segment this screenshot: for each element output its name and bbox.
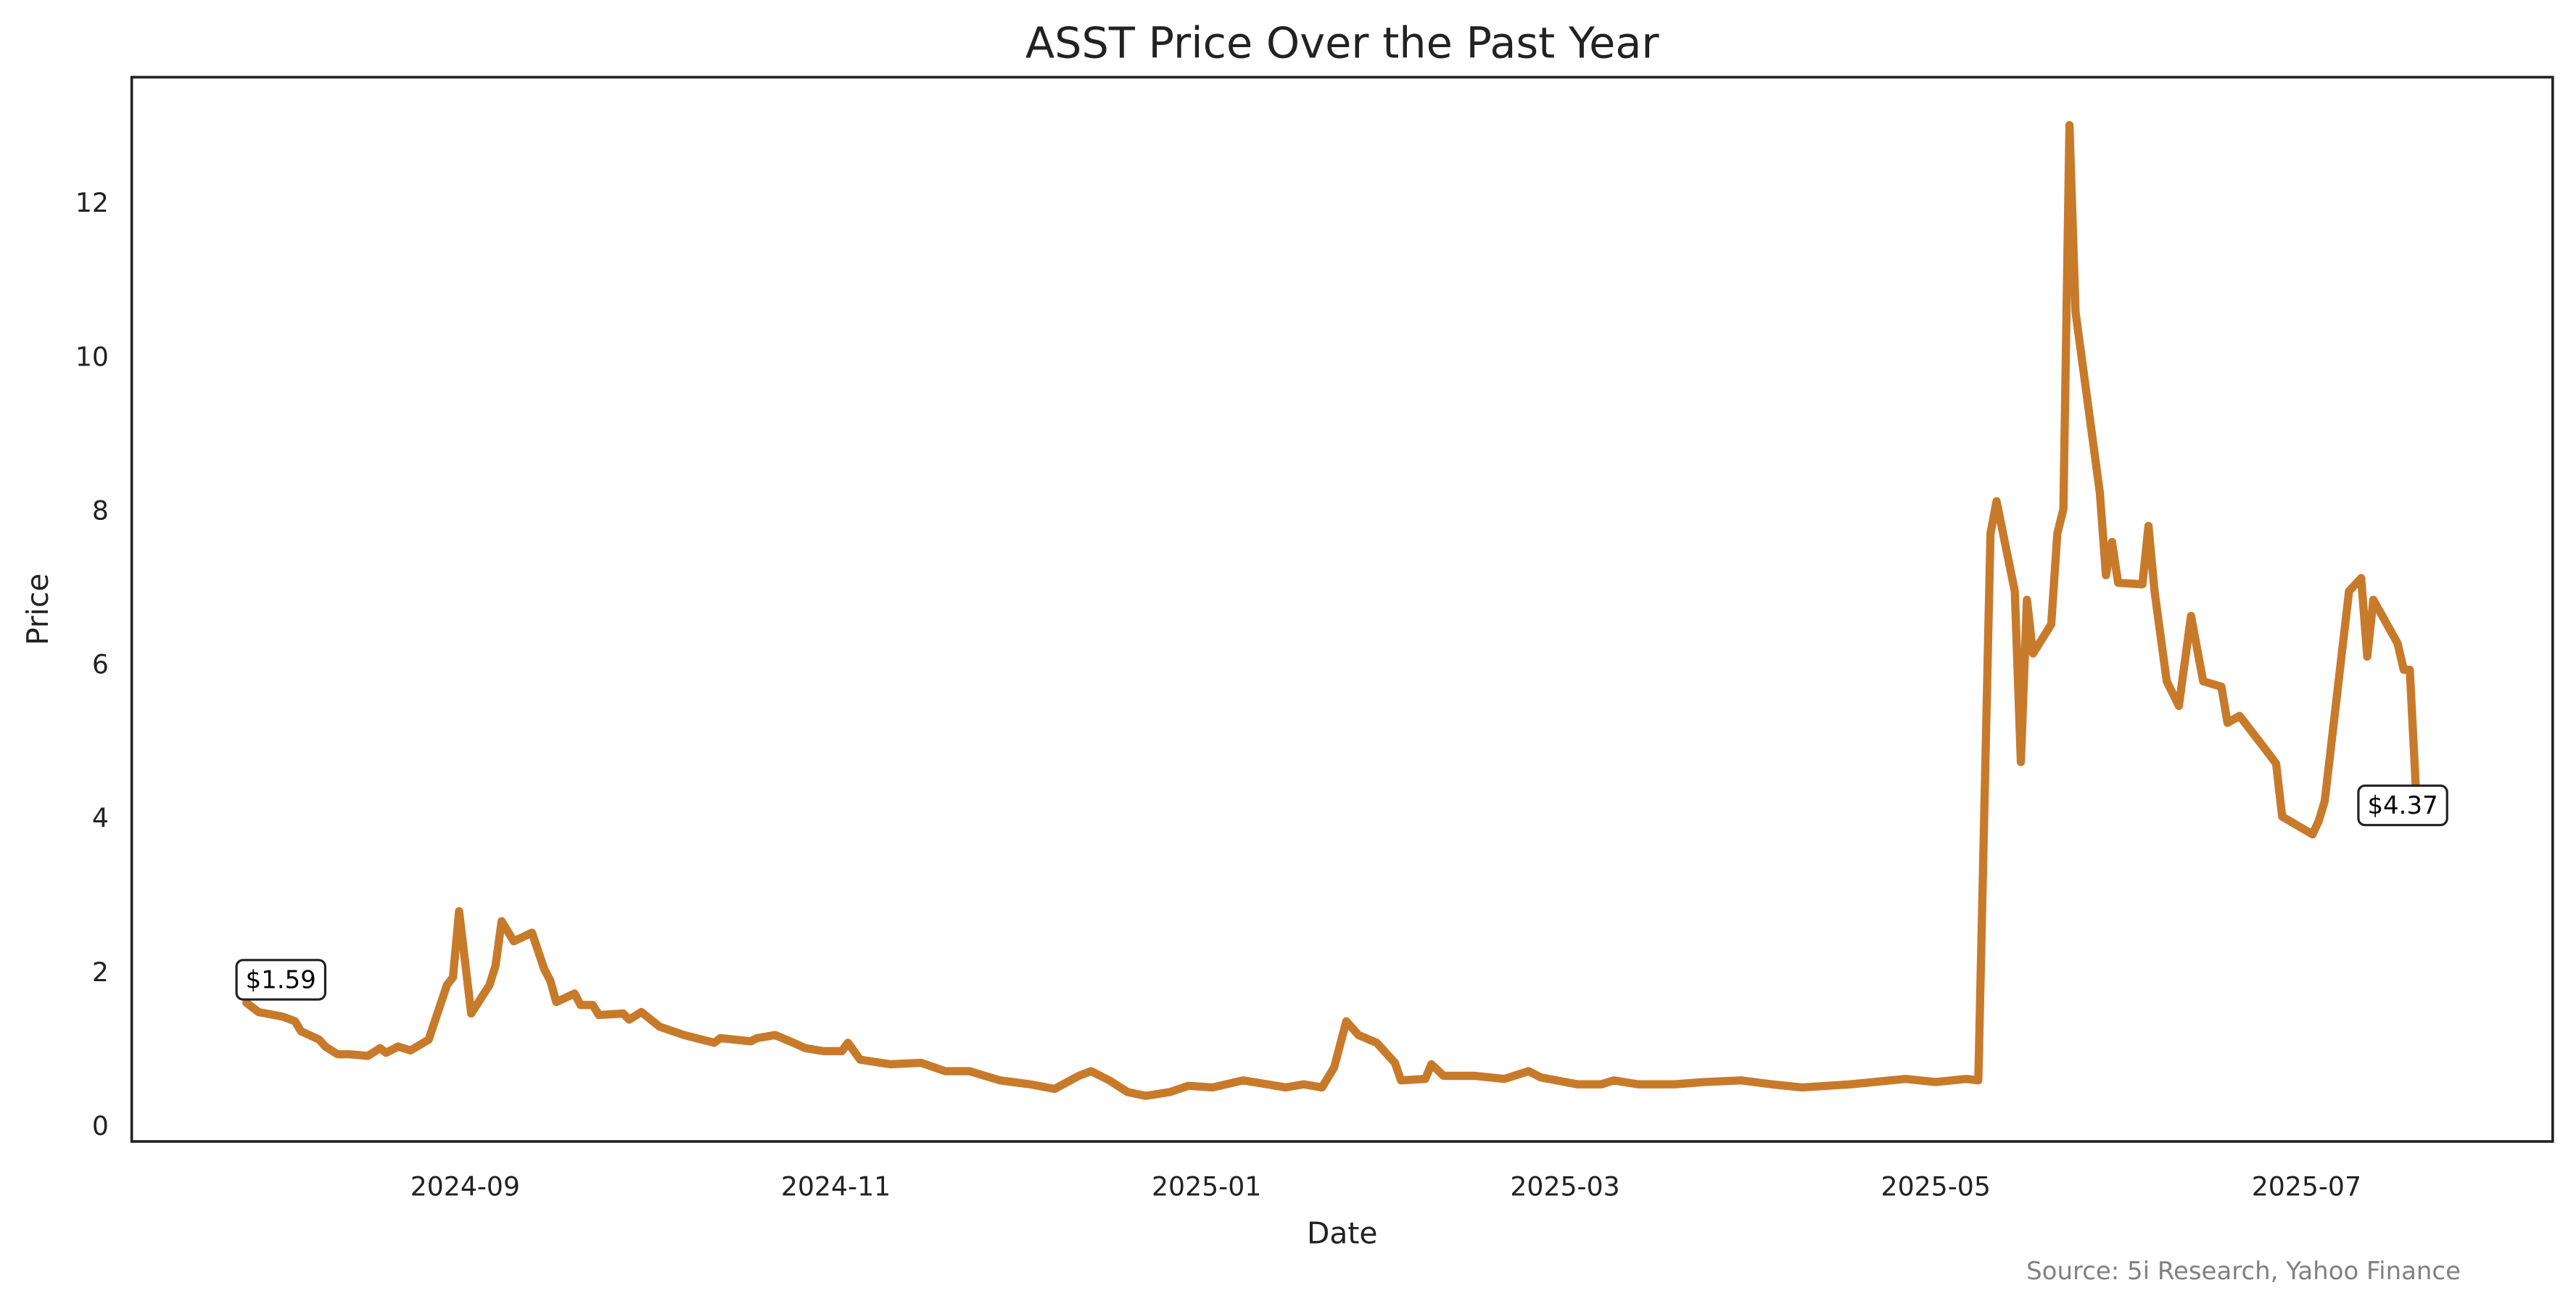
y-tick-label: 8 [92, 495, 109, 526]
plot-frame [130, 75, 2554, 1143]
annotation-text: $4.37 [2367, 791, 2437, 820]
annotations: $1.59 $4.37 [235, 784, 2448, 1001]
x-axis-label: Date [1307, 1215, 1377, 1250]
y-tick-label: 10 [75, 341, 109, 372]
source-note: Source: 5i Research, Yahoo Finance [2026, 1257, 2461, 1286]
x-tick-label: 2024-09 [410, 1171, 520, 1202]
y-axis-ticks: 0 2 4 6 8 10 12 [75, 187, 109, 1141]
x-tick-label: 2025-05 [1881, 1171, 1991, 1202]
x-tick-label: 2024-11 [781, 1171, 891, 1202]
annotation-box [235, 959, 326, 1001]
y-axis-label: Price [20, 574, 55, 645]
y-tick-label: 4 [92, 803, 109, 834]
y-tick-label: 0 [92, 1110, 109, 1141]
annotation-box [2357, 784, 2448, 827]
price-series-line [242, 120, 2420, 1100]
annotation-text: $1.59 [246, 965, 316, 994]
x-tick-label: 2025-07 [2252, 1171, 2361, 1202]
chart-title: ASST Price Over the Past Year [1025, 17, 1660, 67]
annotation-label: $1.59 [235, 959, 326, 1001]
y-tick-label: 12 [75, 187, 109, 218]
x-tick-label: 2025-01 [1152, 1171, 1261, 1202]
x-tick-label: 2025-03 [1510, 1171, 1619, 1202]
y-tick-label: 6 [92, 649, 109, 680]
y-tick-label: 2 [92, 957, 109, 988]
x-axis-ticks: 2024-09 2024-11 2025-01 2025-03 2025-05 2025-… [410, 1171, 2361, 1202]
annotation-label: $4.37 [2357, 784, 2448, 827]
